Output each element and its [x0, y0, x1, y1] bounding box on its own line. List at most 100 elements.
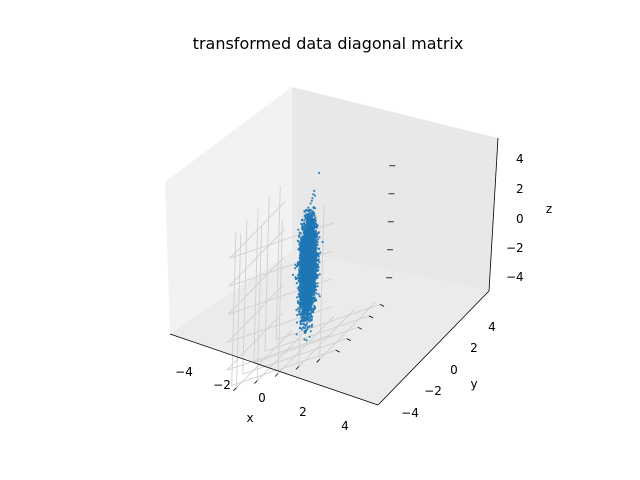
data-point: [318, 236, 321, 239]
grid-line-wall: [226, 334, 331, 371]
data-point: [316, 232, 319, 235]
x-tick-label: 2: [299, 405, 307, 419]
data-point: [294, 276, 297, 279]
data-point: [314, 238, 317, 241]
data-point: [318, 295, 321, 298]
data-point: [315, 225, 318, 228]
data-point: [296, 314, 299, 317]
data-point: [318, 273, 321, 276]
grid-line-floor: [264, 315, 370, 352]
grid-line-wall: [229, 200, 286, 259]
tick-mark: [316, 359, 320, 363]
data-point: [308, 325, 311, 328]
tick-marks: [233, 165, 396, 391]
data-point: [298, 312, 301, 315]
data-point: [294, 267, 297, 270]
grid-line-wall: [226, 312, 283, 371]
data-point: [309, 208, 312, 211]
data-point: [315, 252, 318, 255]
data-point: [297, 280, 300, 283]
y-tick-label: 2: [470, 341, 478, 355]
x-axis-label: x: [246, 411, 253, 425]
x-tick-label: 0: [258, 391, 266, 405]
data-point: [312, 298, 315, 301]
data-point: [305, 339, 308, 342]
x-axis-line: [169, 333, 379, 406]
tick-mark: [274, 373, 279, 377]
data-point: [295, 321, 299, 324]
x-tick-label: 4: [341, 419, 349, 433]
y-tick-labels: −4 −2 0 2 4: [401, 320, 496, 420]
pane-floor: [170, 251, 489, 405]
data-point: [319, 251, 322, 254]
data-point: [304, 216, 308, 219]
data-point: [294, 263, 297, 266]
z-tick-label: −4: [506, 270, 524, 284]
data-point: [309, 318, 312, 321]
tick-mark: [357, 326, 363, 330]
data-point: [304, 214, 307, 217]
data-point: [313, 194, 316, 197]
grid-line-floor: [231, 349, 336, 387]
data-point: [306, 321, 309, 324]
data-point: [315, 268, 318, 271]
z-tick-label: 2: [516, 182, 524, 196]
grid-line-floor: [242, 338, 347, 375]
x-tick-label: −4: [175, 365, 193, 379]
z-tick-label: 0: [516, 212, 524, 226]
y-axis-line: [377, 290, 490, 406]
y-axis-label: y: [470, 377, 477, 391]
z-tick-label: −2: [506, 241, 524, 255]
data-point: [317, 238, 320, 241]
tick-mark: [335, 349, 340, 353]
data-point: [304, 229, 307, 232]
grid-line-wall: [228, 228, 285, 287]
tick-mark: [379, 304, 385, 307]
tick-mark: [368, 315, 374, 319]
grid-line-wall: [227, 284, 284, 343]
data-point: [296, 239, 299, 242]
grid-line-wall: [227, 306, 332, 343]
data-point: [303, 219, 306, 222]
tick-mark: [233, 387, 237, 391]
tick-mark: [346, 338, 351, 341]
data-point: [297, 307, 300, 310]
data-point: [317, 293, 320, 296]
x-tick-labels: −4 −2 0 2 4: [175, 365, 349, 433]
z-axis-label: z: [546, 202, 552, 216]
data-point: [317, 255, 320, 258]
data-point: [312, 193, 315, 196]
data-point: [301, 322, 305, 325]
chart-title: transformed data diagonal matrix: [193, 34, 464, 53]
grid-line-wall: [229, 222, 334, 259]
data-point: [313, 189, 316, 192]
data-point: [314, 218, 317, 221]
data-point: [306, 209, 309, 212]
grid-lines: [226, 185, 381, 389]
tick-mark: [295, 366, 300, 370]
data-point: [298, 310, 301, 313]
data-point: [311, 323, 314, 326]
data-point: [307, 206, 310, 209]
z-tick-labels: 4 2 0 −2 −4: [506, 152, 524, 284]
data-point: [298, 266, 301, 269]
pane-back: [292, 87, 498, 291]
y-tick-label: −2: [424, 384, 442, 398]
data-point: [298, 234, 301, 237]
data-point: [303, 231, 306, 234]
data-point: [317, 266, 320, 269]
data-point: [321, 240, 324, 244]
grid-line-floor: [253, 326, 359, 364]
data-point: [310, 199, 313, 202]
y-tick-label: 4: [488, 320, 496, 334]
data-point: [316, 285, 319, 288]
data-point: [303, 338, 306, 341]
data-point: [306, 326, 309, 329]
axes-panes: [165, 87, 498, 405]
data-point: [308, 335, 311, 338]
data-point: [311, 197, 314, 200]
data-point: [315, 288, 318, 291]
data-point: [300, 320, 303, 323]
data-point: [296, 300, 300, 303]
data-point: [318, 171, 321, 174]
